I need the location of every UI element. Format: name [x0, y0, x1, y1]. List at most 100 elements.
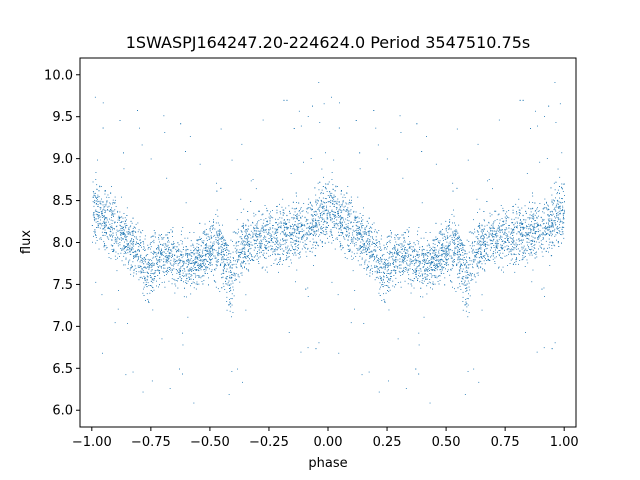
- data-point: [440, 230, 442, 232]
- data-point: [213, 219, 214, 221]
- data-point: [343, 206, 345, 208]
- data-point: [406, 249, 408, 250]
- data-point: [260, 229, 262, 231]
- data-point: [361, 234, 363, 236]
- data-point: [195, 258, 197, 260]
- data-point: [403, 244, 405, 246]
- data-point: [256, 258, 258, 260]
- data-point: [218, 248, 220, 250]
- data-point: [272, 225, 274, 226]
- data-point: [245, 258, 247, 259]
- data-point: [297, 232, 299, 234]
- data-point: [208, 252, 210, 254]
- data-point: [505, 242, 507, 243]
- data-point: [261, 227, 263, 229]
- data-point: [350, 322, 352, 324]
- data-point: [156, 248, 158, 250]
- data-point: [531, 254, 533, 256]
- data-point: [445, 220, 447, 222]
- data-point: [498, 254, 500, 256]
- data-point: [341, 209, 343, 211]
- data-point: [201, 276, 203, 277]
- data-point: [211, 253, 212, 255]
- data-point: [103, 216, 104, 218]
- data-point: [277, 226, 279, 228]
- data-point: [104, 227, 105, 229]
- data-point: [332, 188, 334, 190]
- data-point: [308, 234, 310, 236]
- data-point: [454, 248, 456, 250]
- data-point: [223, 261, 225, 263]
- data-point: [434, 253, 436, 255]
- data-point: [492, 227, 494, 229]
- data-point: [98, 196, 100, 198]
- data-point: [229, 284, 230, 286]
- data-point: [389, 253, 391, 255]
- data-point: [206, 233, 207, 235]
- data-point: [297, 213, 298, 215]
- data-point: [386, 263, 388, 265]
- data-point: [439, 280, 441, 281]
- data-point: [541, 234, 543, 236]
- data-point: [354, 217, 355, 219]
- data-point: [246, 238, 248, 240]
- data-point: [366, 232, 367, 234]
- data-point: [389, 256, 391, 258]
- data-point: [261, 240, 263, 242]
- data-point: [553, 230, 555, 232]
- data-point: [199, 236, 201, 238]
- data-point: [263, 237, 265, 239]
- data-point: [503, 224, 505, 225]
- data-point: [389, 279, 391, 281]
- data-point: [241, 226, 243, 227]
- data-point: [537, 223, 539, 225]
- data-points: [91, 82, 565, 404]
- data-point: [516, 221, 518, 223]
- data-point: [357, 249, 359, 251]
- data-point: [502, 240, 504, 242]
- data-point: [108, 197, 110, 198]
- data-point: [548, 251, 549, 253]
- data-point: [208, 277, 209, 279]
- data-point: [356, 216, 358, 218]
- data-point: [412, 257, 414, 258]
- data-point: [446, 260, 448, 262]
- data-point: [245, 294, 247, 296]
- data-point: [479, 261, 481, 263]
- data-point: [282, 231, 284, 233]
- data-point: [231, 159, 233, 161]
- data-point: [510, 249, 512, 251]
- data-point: [361, 252, 363, 253]
- data-point: [222, 256, 224, 258]
- data-point: [335, 185, 337, 187]
- data-point: [259, 252, 260, 254]
- data-point: [415, 262, 417, 264]
- data-point: [241, 143, 243, 145]
- data-point: [537, 230, 539, 232]
- data-point: [135, 232, 137, 233]
- data-point: [547, 228, 549, 230]
- data-point: [347, 249, 349, 250]
- data-point: [452, 182, 454, 184]
- data-point: [435, 255, 437, 257]
- data-point: [255, 255, 256, 257]
- data-point: [282, 239, 284, 240]
- data-point: [130, 250, 132, 251]
- data-point: [406, 229, 408, 231]
- data-point: [128, 227, 130, 229]
- data-point: [365, 241, 367, 243]
- data-point: [242, 234, 243, 235]
- data-point: [459, 266, 461, 268]
- data-point: [298, 220, 299, 222]
- data-point: [165, 259, 167, 261]
- data-point: [418, 261, 420, 263]
- data-point: [185, 282, 187, 283]
- data-point: [345, 228, 347, 230]
- data-point: [431, 256, 433, 258]
- data-point: [274, 250, 276, 252]
- data-point: [394, 245, 396, 247]
- data-point: [247, 237, 249, 239]
- data-point: [135, 256, 137, 258]
- data-point: [531, 208, 533, 210]
- data-point: [218, 246, 220, 248]
